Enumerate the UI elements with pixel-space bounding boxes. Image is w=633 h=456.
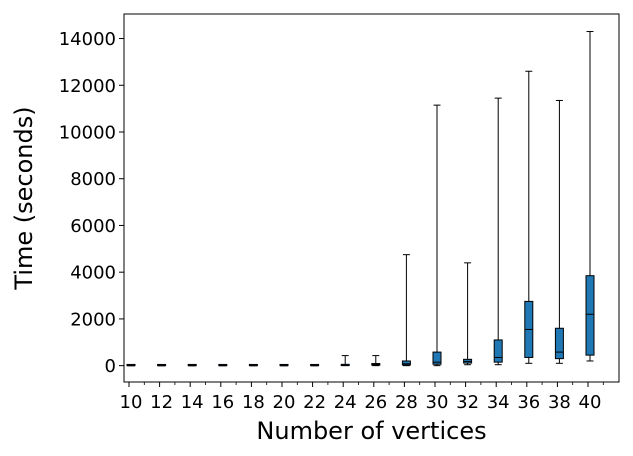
x-axis: 10 12 14 16 18 20 22 24 26 28 30 32 34 36 38 40 — [120, 382, 604, 413]
box-series — [126, 31, 595, 367]
x-tick-label: 16 — [211, 392, 234, 413]
y-axis-title: Time (seconds) — [10, 106, 38, 290]
y-tick-label: 8000 — [70, 169, 116, 190]
iqr-box — [432, 351, 442, 365]
box-34 — [493, 97, 503, 366]
y-tick-label: 12000 — [59, 76, 116, 97]
box-24 — [340, 355, 350, 367]
box-32 — [463, 262, 473, 366]
box-28 — [401, 254, 411, 367]
box-22 — [310, 363, 320, 367]
y-tick-label: 10000 — [59, 122, 116, 143]
y-tick-label: 6000 — [70, 216, 116, 237]
y-tick-label: 2000 — [70, 309, 116, 330]
iqr-box — [554, 327, 564, 360]
x-tick-label: 18 — [242, 392, 265, 413]
box-38 — [554, 99, 564, 364]
x-tick-label: 10 — [120, 392, 143, 413]
x-tick-label: 22 — [303, 392, 326, 413]
box-26 — [371, 355, 381, 367]
x-tick-label: 36 — [517, 392, 540, 413]
box-40 — [585, 31, 595, 362]
box-16 — [218, 363, 228, 367]
box-30 — [432, 104, 442, 367]
x-tick-label: 34 — [487, 392, 510, 413]
x-tick-label: 12 — [150, 392, 173, 413]
x-tick-label: 28 — [395, 392, 418, 413]
x-tick-label: 40 — [579, 392, 602, 413]
box-12 — [157, 363, 167, 367]
x-tick-label: 24 — [334, 392, 357, 413]
y-tick-label: 14000 — [59, 29, 116, 50]
x-tick-label: 38 — [548, 392, 571, 413]
box-18 — [248, 363, 258, 367]
box-36 — [524, 70, 534, 364]
plot-frame — [123, 13, 620, 383]
x-tick-label: 30 — [426, 392, 449, 413]
x-tick-label: 32 — [456, 392, 479, 413]
box-10 — [126, 363, 136, 367]
iqr-box — [585, 275, 595, 356]
box-20 — [279, 363, 289, 367]
x-axis-title: Number of vertices — [256, 417, 486, 445]
y-tick-label: 0 — [105, 356, 116, 377]
x-tick-label: 20 — [273, 392, 296, 413]
x-tick-label: 14 — [181, 392, 204, 413]
y-axis: 0 2000 4000 6000 8000 10000 12000 14000 — [59, 29, 124, 377]
iqr-box — [493, 339, 503, 363]
iqr-box — [401, 360, 411, 366]
x-tick-label: 26 — [364, 392, 387, 413]
y-tick-label: 4000 — [70, 263, 116, 284]
box-14 — [187, 363, 197, 367]
